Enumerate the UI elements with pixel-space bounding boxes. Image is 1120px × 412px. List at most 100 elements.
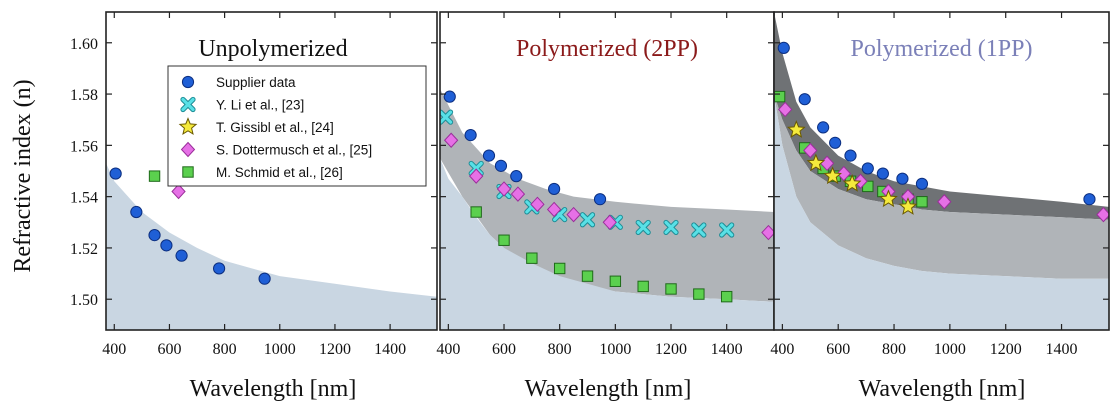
x-tick-label: 1200 [655, 341, 687, 358]
panel-title-polymerized-1pp: Polymerized (1PP) [851, 36, 1033, 62]
panel-polymerized-2pp: 400 600 800 1000 1200 1400 Polymerized (2PP) [436, 11, 775, 358]
data-point-dottermusch [1096, 206, 1109, 223]
data-point-supplier [494, 159, 508, 172]
data-point-gissibl [787, 120, 806, 138]
x-axis-label-polymerized-1pp: Wavelength [nm] [859, 376, 1026, 402]
plot-area-polymerized-2pp [440, 88, 774, 330]
data-point-supplier [844, 149, 857, 162]
data-point-schmid [470, 206, 482, 218]
data-point-schmid [774, 90, 786, 103]
y-tick-label: 1.58 [70, 87, 98, 104]
x-tick-label: 800 [548, 341, 572, 358]
x-tick-label: 1000 [934, 341, 966, 358]
x-axis-label-unpolymerized: Wavelength [nm] [190, 376, 357, 402]
data-point-gissibl [842, 174, 862, 192]
x-tick-label: 600 [157, 341, 181, 358]
x-axis-label-polymerized-2pp: Wavelength [nm] [525, 376, 692, 402]
legend-label-dottermusch: S. Dottermusch et al., [25] [216, 143, 372, 158]
data-point-schmid [581, 270, 594, 282]
x-tick-label: 600 [492, 341, 516, 358]
data-point-dottermusch [937, 194, 952, 210]
panel-title-unpolymerized: Unpolymerized [198, 36, 347, 62]
range-band-polymerized-1pp-2 [774, 94, 1109, 330]
y-tick-label: 1.50 [70, 292, 98, 309]
legend-label-li: Y. Li et al., [23] [216, 98, 304, 113]
plot-area-polymerized-1pp [774, 12, 1109, 330]
range-band-unpolymerized-0 [106, 163, 437, 330]
legend: Supplier data Y. Li et al., [23] T. Gissib… [167, 65, 427, 187]
data-point-supplier [817, 121, 830, 134]
panel-title-polymerized-2pp: Polymerized (2PP) [516, 36, 698, 62]
legend-label-supplier: Supplier data [216, 75, 296, 90]
x-tick-label: 1400 [711, 341, 743, 358]
plot-area-unpolymerized [106, 163, 437, 330]
x-tick-label: 1400 [1046, 341, 1078, 358]
data-point-dottermusch [836, 165, 851, 182]
data-point-supplier [829, 136, 842, 149]
data-point-schmid [498, 234, 510, 246]
legend-box [167, 65, 427, 187]
data-point-li [691, 222, 707, 238]
data-point-dottermusch [530, 196, 545, 213]
y-axis-label: Refractive index (n) [10, 79, 36, 272]
data-point-supplier [212, 262, 226, 275]
data-point-dottermusch [803, 142, 818, 159]
legend-marker-gissibl [178, 117, 198, 135]
panel-unpolymerized: 400 600 800 1000 1200 1400 1.50 1.52 1.54 1.56 1.5… [70, 11, 438, 358]
data-point-li [719, 222, 735, 238]
x-tick-label: 1000 [599, 341, 631, 358]
x-tick-label: 1400 [374, 341, 406, 358]
data-point-supplier [798, 93, 811, 106]
data-point-supplier [548, 182, 561, 196]
data-point-dottermusch [566, 206, 581, 223]
data-point-li [663, 219, 679, 236]
data-point-supplier [861, 162, 874, 175]
data-point-schmid [720, 290, 733, 303]
legend-marker-schmid [182, 166, 194, 178]
x-tick-label: 800 [213, 341, 237, 358]
data-point-li [635, 219, 651, 236]
data-point-schmid [609, 275, 622, 287]
data-point-dottermusch [761, 224, 774, 241]
data-point-dottermusch [496, 181, 512, 197]
data-point-gissibl [898, 197, 918, 215]
data-point-supplier [1083, 193, 1096, 206]
data-point-dottermusch [777, 101, 793, 118]
legend-label-schmid: M. Schmid et al., [26] [216, 165, 343, 180]
data-point-supplier [482, 149, 496, 162]
data-point-gissibl [879, 189, 898, 208]
x-tick-label: 400 [102, 341, 126, 358]
y-tick-label: 1.60 [70, 36, 98, 53]
y-tick-label: 1.56 [70, 138, 98, 155]
panel-polymerized-1pp: 400 600 800 1000 1200 1400 Polymerized (1PP) [770, 11, 1110, 358]
legend-marker-dottermusch [180, 141, 196, 158]
range-band-polymerized-2pp-0 [440, 88, 774, 302]
range-band-polymerized-1pp-0 [774, 12, 1109, 220]
x-tick-label: 800 [882, 341, 906, 358]
data-point-li [440, 109, 454, 125]
data-point-schmid [693, 288, 705, 300]
data-point-supplier [896, 172, 909, 185]
range-band-polymerized-1pp-1 [774, 94, 1109, 279]
data-point-schmid [665, 283, 677, 295]
x-tick-label: 1000 [264, 341, 296, 358]
data-point-schmid [148, 170, 161, 182]
range-band-polymerized-2pp-1 [440, 158, 774, 330]
x-tick-label: 1200 [319, 341, 351, 358]
data-point-dottermusch [546, 201, 562, 218]
data-point-dottermusch [171, 183, 186, 200]
data-point-gissibl [823, 166, 842, 185]
x-tick-label: 1200 [990, 341, 1022, 358]
x-tick-label: 400 [770, 341, 794, 358]
data-point-dottermusch [602, 214, 617, 231]
y-tick-label: 1.52 [70, 241, 98, 258]
data-point-supplier [175, 249, 188, 262]
data-point-schmid [637, 280, 649, 293]
y-tick-label: 1.54 [70, 190, 98, 207]
data-point-schmid [526, 252, 538, 264]
data-point-supplier [915, 177, 929, 190]
data-point-supplier [510, 170, 523, 183]
x-tick-label: 400 [436, 341, 460, 358]
data-point-supplier [160, 239, 173, 252]
